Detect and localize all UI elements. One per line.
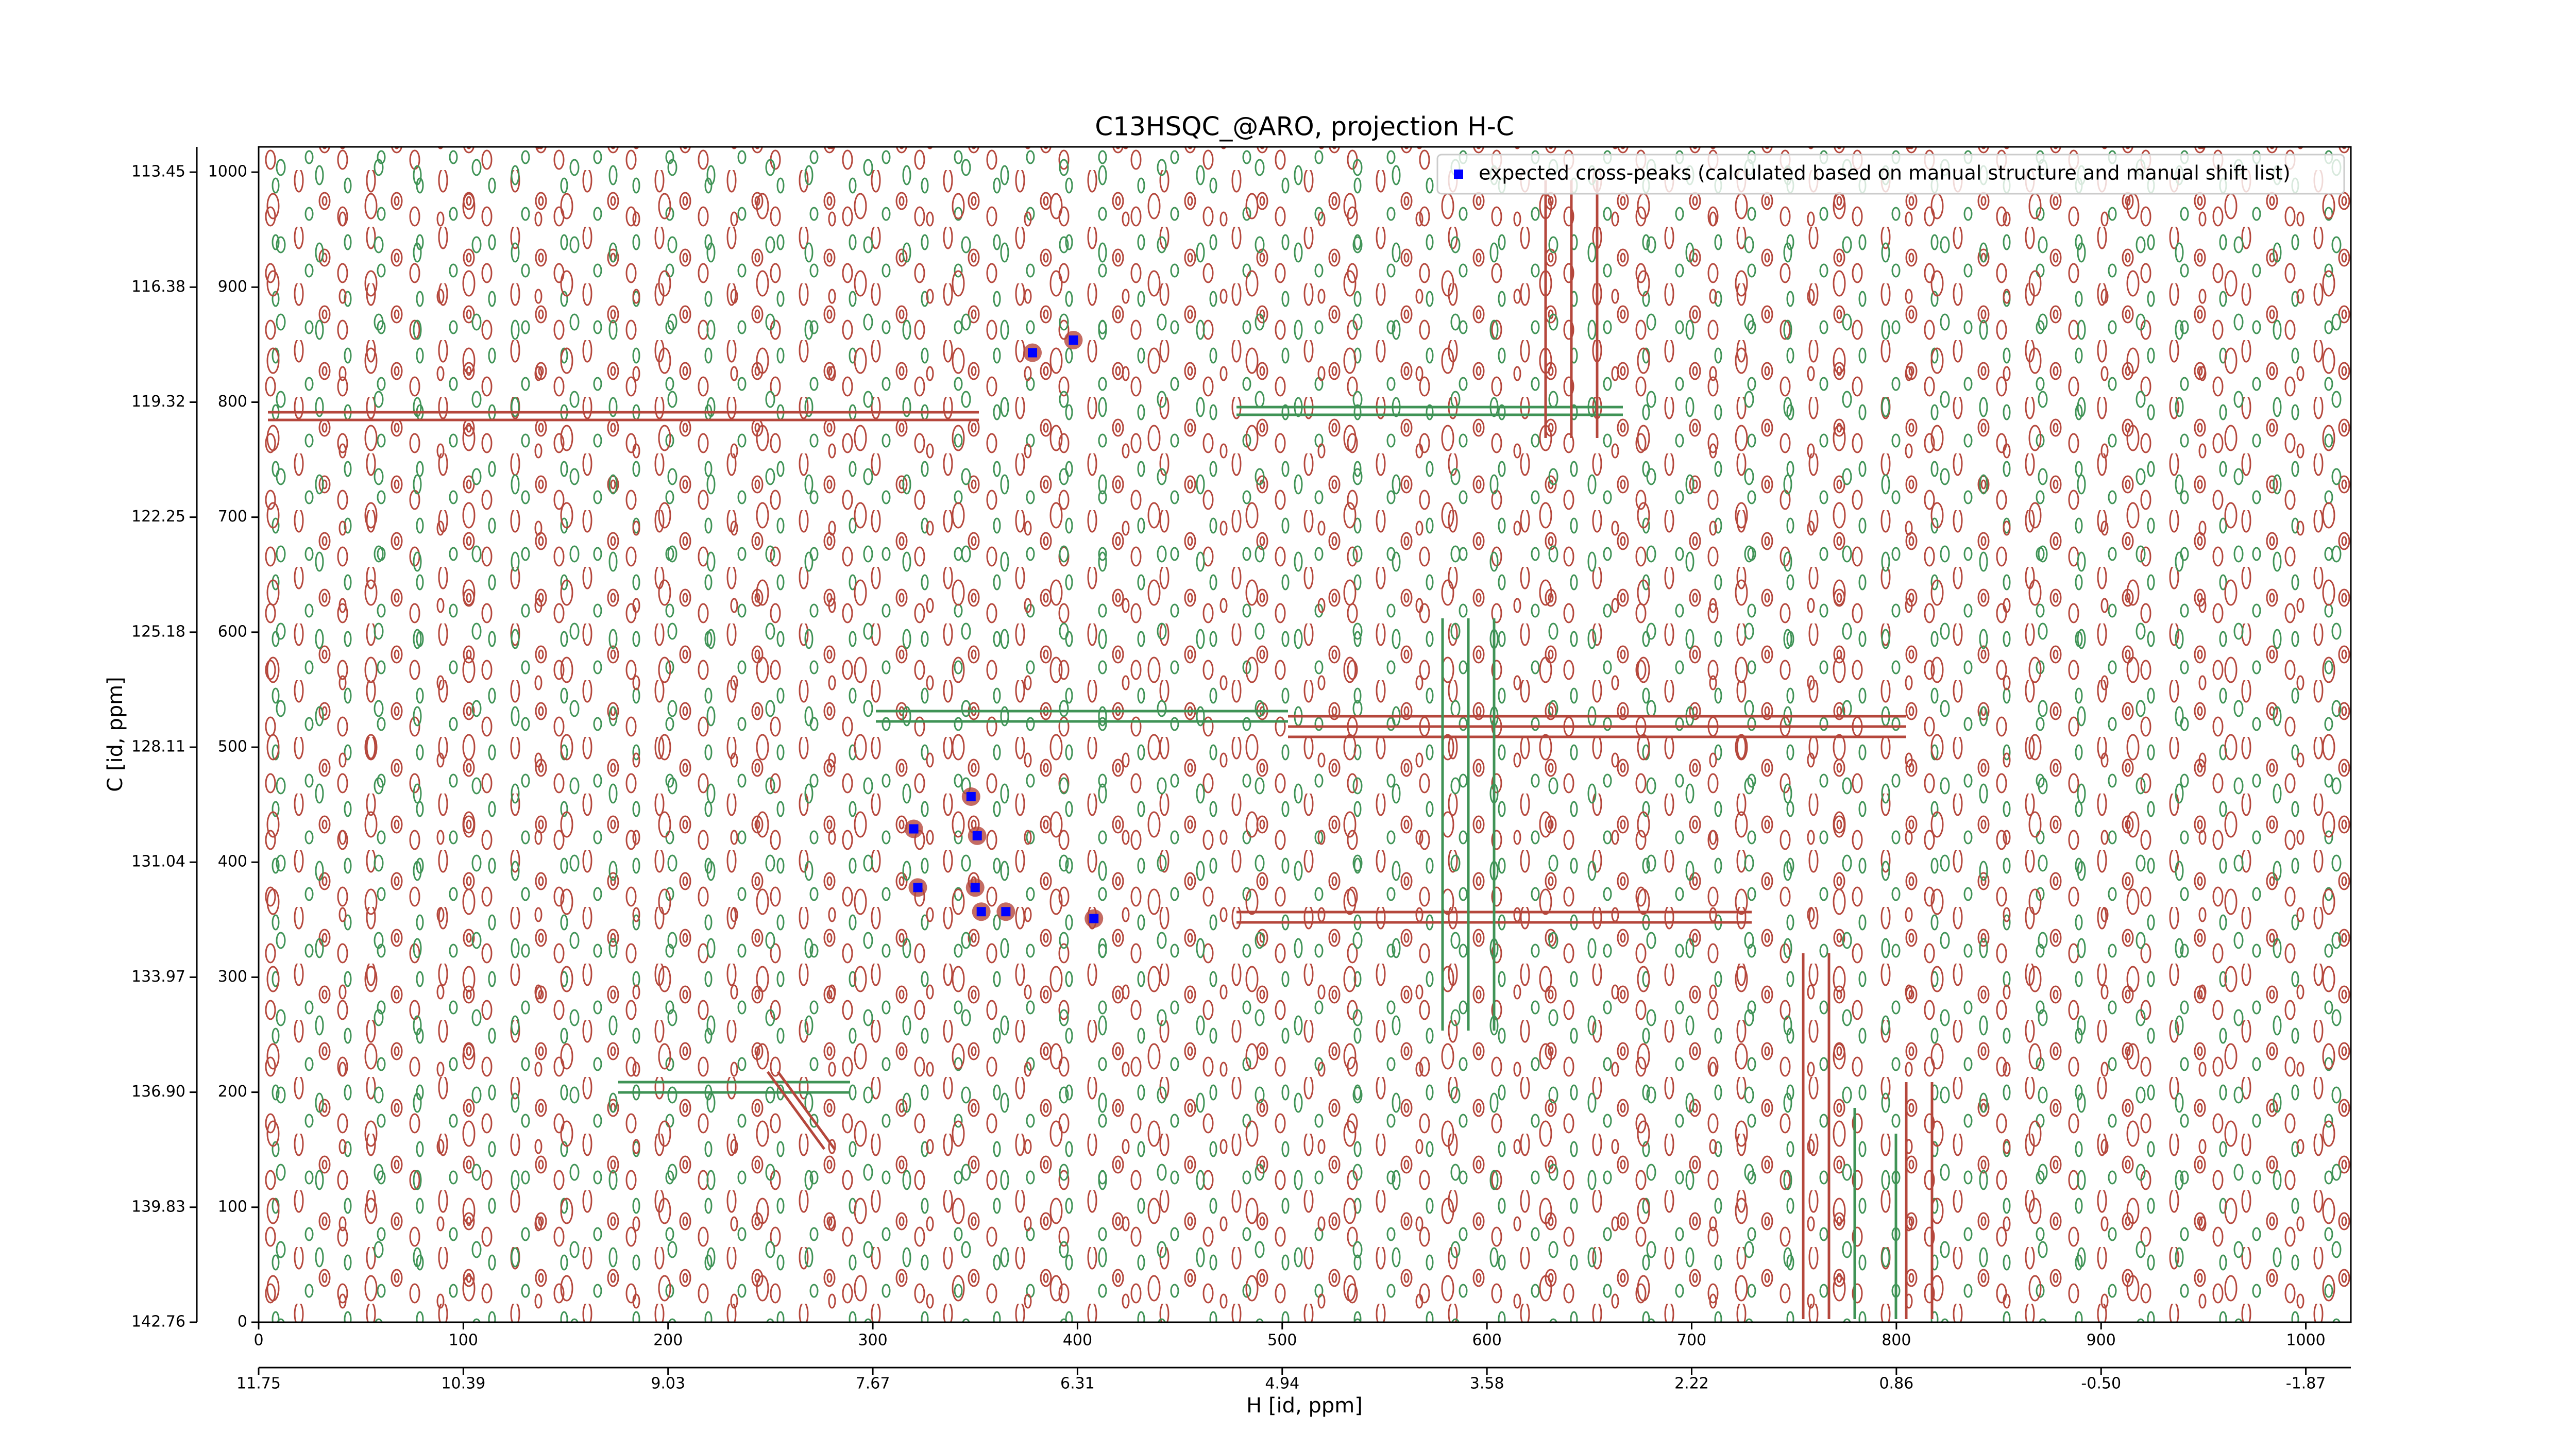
- y-tick-label: 700: [218, 508, 247, 526]
- spectrum-contours: [259, 147, 2351, 1322]
- y2-tick-label: 113.45: [131, 163, 185, 181]
- x2-tick-label: 0.86: [1879, 1375, 1913, 1393]
- x-tick-label: 900: [2087, 1332, 2116, 1350]
- y2-tick-label: 133.97: [131, 968, 185, 986]
- y2-tick-label: 122.25: [131, 508, 185, 526]
- cross-peak: [1089, 914, 1099, 923]
- contour-streaks: [268, 180, 1934, 1319]
- x-tick-label: 500: [1267, 1332, 1297, 1350]
- x-tick-label: 700: [1677, 1332, 1706, 1350]
- x2-tick-label: -1.87: [2286, 1375, 2326, 1393]
- legend-label: expected cross-peaks (calculated based o…: [1479, 162, 2291, 184]
- x-tick-label: 400: [1063, 1332, 1092, 1350]
- legend-box: [1436, 154, 2345, 195]
- x-axis-label: H [id, ppm]: [1246, 1394, 1363, 1418]
- y2-tick-label: 119.32: [131, 393, 185, 411]
- x-tick-label: 0: [253, 1332, 263, 1350]
- cross-peak: [966, 792, 976, 802]
- cross-peak: [909, 824, 919, 834]
- y-tick-label: 600: [218, 622, 247, 641]
- y2-tick-label: 136.90: [131, 1083, 185, 1101]
- y-tick-label: 400: [218, 853, 247, 871]
- y-tick-label: 300: [218, 968, 247, 986]
- y-axis-label: C [id, ppm]: [104, 677, 127, 792]
- x2-tick-label: 2.22: [1674, 1375, 1709, 1393]
- x2-tick-label: 4.94: [1265, 1375, 1299, 1393]
- cross-peak: [976, 907, 986, 917]
- y2-tick-label: 131.04: [131, 853, 185, 871]
- cross-peak: [1001, 907, 1011, 917]
- x-tick-label: 200: [653, 1332, 683, 1350]
- cross-peak: [972, 831, 982, 840]
- legend-marker: [1454, 170, 1463, 179]
- x2-tick-label: 11.75: [236, 1375, 281, 1393]
- x2-tick-label: 7.67: [856, 1375, 890, 1393]
- x-tick-label: 600: [1472, 1332, 1502, 1350]
- y-tick-label: 900: [218, 278, 247, 296]
- y2-tick-label: 139.83: [131, 1198, 185, 1216]
- cross-peak: [1069, 335, 1078, 345]
- cross-peak: [913, 883, 923, 892]
- contour-noise: [259, 147, 2351, 1322]
- y-tick-label: 1000: [208, 163, 247, 181]
- y2-tick-label: 116.38: [131, 278, 185, 296]
- x2-tick-label: -0.50: [2081, 1375, 2121, 1393]
- y2-tick-label: 142.76: [131, 1313, 185, 1331]
- cross-peak: [1028, 348, 1038, 358]
- y-tick-label: 200: [218, 1083, 247, 1101]
- x-tick-label: 1000: [2286, 1332, 2325, 1350]
- y-tick-label: 100: [218, 1198, 247, 1216]
- x2-tick-label: 6.31: [1060, 1375, 1095, 1393]
- plot-frame: [258, 146, 2352, 1323]
- x-tick-label: 800: [1882, 1332, 1911, 1350]
- y-tick-label: 0: [238, 1313, 247, 1331]
- y2-tick-label: 125.18: [131, 622, 185, 641]
- x2-tick-label: 10.39: [441, 1375, 485, 1393]
- x2-tick-label: 3.58: [1470, 1375, 1504, 1393]
- chart-title: C13HSQC_@ARO, projection H-C: [1095, 112, 1514, 142]
- x-tick-label: 300: [858, 1332, 887, 1350]
- x2-tick-label: 9.03: [651, 1375, 685, 1393]
- y2-tick-label: 128.11: [131, 738, 185, 756]
- cross-peak: [970, 883, 980, 892]
- y-tick-label: 800: [218, 393, 247, 411]
- x-tick-label: 100: [449, 1332, 478, 1350]
- y-tick-label: 500: [218, 738, 247, 756]
